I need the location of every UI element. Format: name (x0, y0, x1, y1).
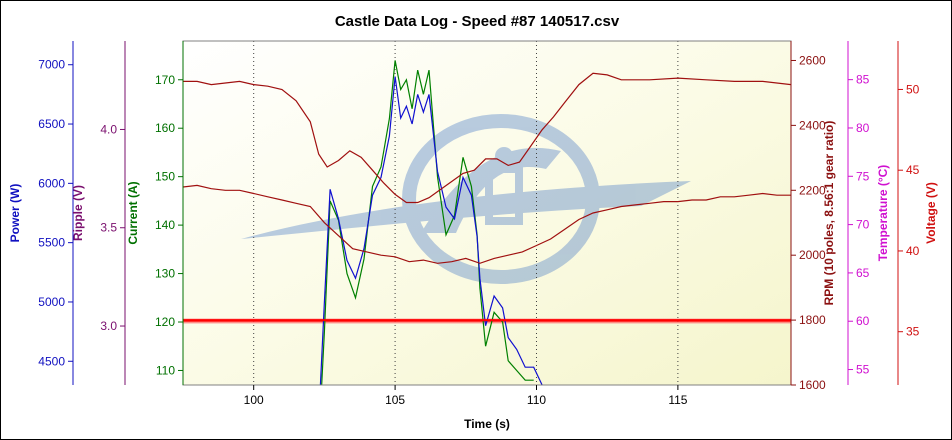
tick-label-temperature: 70 (856, 218, 870, 232)
tick-label-temperature: 55 (856, 363, 870, 377)
axis-label-ripple: Ripple (V) (71, 185, 85, 241)
axis-label-current: Current (A) (126, 181, 140, 244)
series-line-voltage (183, 72, 791, 204)
tick-label-power: 6000 (38, 176, 65, 190)
axis-label-temperature: Temperature (°C) (876, 165, 890, 262)
tick-label-power: 4500 (38, 354, 65, 368)
tick-label-rpm: 2200 (799, 183, 826, 197)
tick-label-power: 7000 (38, 58, 65, 72)
x-axis-label: Time (s) (464, 417, 510, 431)
tick-label-voltage: 45 (906, 163, 920, 177)
x-axis: 100 105 110 115 (244, 385, 688, 407)
tick-label-current: 130 (155, 267, 175, 281)
axis-label-voltage: Voltage (V) (924, 182, 938, 244)
tick-label-rpm: 1600 (799, 378, 826, 392)
tick-label-ripple: 3.0 (100, 319, 117, 333)
tick-label-rpm: 2600 (799, 53, 826, 67)
chart-title: Castle Data Log - Speed #87 140517.csv (335, 13, 620, 30)
tick-label-current: 110 (156, 363, 175, 377)
tick-label-current: 140 (155, 218, 175, 232)
tick-label-temperature: 85 (856, 73, 870, 87)
series-line-power (319, 76, 543, 385)
tick-label-temperature: 75 (856, 169, 870, 183)
tick-label-voltage: 40 (906, 244, 920, 258)
tick-label-power: 5000 (38, 295, 65, 309)
x-tick-label: 115 (668, 393, 687, 407)
tick-label-current: 150 (155, 170, 175, 184)
tick-label-current: 120 (155, 315, 175, 329)
tick-label-temperature: 80 (856, 121, 870, 135)
grid-lines (253, 41, 679, 385)
tick-label-rpm: 1800 (799, 313, 826, 327)
tick-label-voltage: 50 (906, 82, 920, 96)
tick-label-voltage: 35 (906, 325, 920, 339)
tick-label-rpm: 2400 (799, 118, 826, 132)
axis-label-rpm: RPM (10 poles, 8.56:1 gear ratio) (822, 121, 836, 306)
tick-label-power: 5500 (38, 236, 65, 250)
plot-area (183, 41, 791, 385)
x-tick-label: 110 (527, 393, 546, 407)
tick-label-temperature: 65 (856, 266, 870, 280)
tick-label-rpm: 2000 (799, 248, 826, 262)
x-tick-label: 100 (244, 393, 264, 407)
axes-layer: 4500 5000 5500 6000 6500 7000 Power (W) 3.0 3.5 4… (8, 41, 938, 392)
tick-label-current: 170 (155, 73, 175, 87)
tick-label-ripple: 3.5 (100, 221, 117, 235)
tick-label-temperature: 60 (856, 314, 870, 328)
series-layer (183, 60, 791, 385)
x-tick-label: 105 (385, 393, 405, 407)
series-line-current (321, 60, 534, 385)
tick-label-power: 6500 (38, 117, 65, 131)
series-line-rpm (183, 184, 791, 264)
tick-label-ripple: 4.0 (100, 122, 117, 136)
axis-label-power: Power (W) (8, 184, 22, 243)
tick-label-current: 160 (155, 121, 175, 135)
